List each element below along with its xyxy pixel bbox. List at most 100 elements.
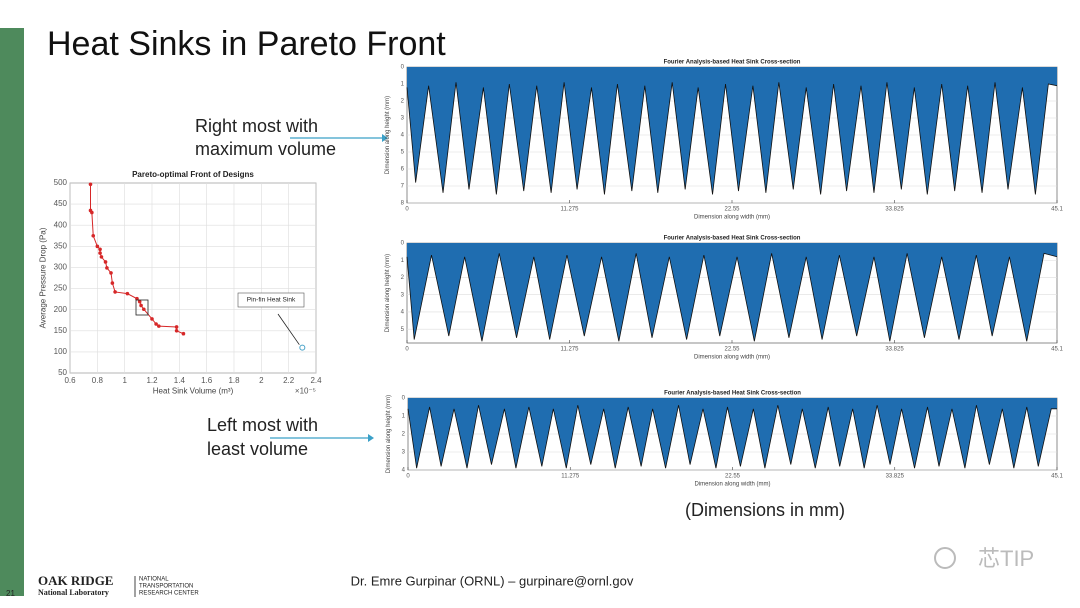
x-tick-label: 22.55 — [724, 207, 740, 213]
x-tick-label: 1.2 — [146, 376, 158, 385]
y-tick-label: 450 — [54, 199, 68, 208]
x-tick-label: 22.55 — [725, 474, 741, 480]
callout-text: Left most with — [207, 415, 318, 435]
y-tick-label: 4 — [402, 468, 406, 474]
logo-lab: National Laboratory — [38, 588, 109, 597]
design-point — [103, 260, 108, 264]
y-tick-label: 2 — [402, 432, 406, 438]
watermark: 芯TIP — [978, 546, 1034, 571]
y-tick-label: 1 — [402, 414, 406, 420]
y-axis-label: Average Pressure Drop (Pa) — [39, 227, 48, 328]
x-tick-label: 0 — [406, 474, 410, 480]
design-point — [99, 255, 104, 259]
y-tick-label: 350 — [54, 241, 68, 250]
y-tick-label: 4 — [401, 310, 405, 316]
y-tick-label: 1 — [401, 258, 405, 264]
y-tick-label: 5 — [401, 327, 405, 333]
design-point — [125, 291, 130, 296]
x-tick-label: 22.55 — [724, 347, 740, 353]
logo-center: TRANSPORTATION — [139, 584, 193, 590]
x-tick-label: 1 — [122, 376, 127, 385]
annotation-text: Pin-fin Heat Sink — [247, 297, 296, 304]
x-axis-label: Dimension along width (mm) — [694, 481, 770, 487]
x-tick-label: 33.825 — [886, 474, 905, 480]
x-tick-label: 1.6 — [201, 376, 213, 385]
fin-outline — [406, 82, 1058, 195]
logo-name: OAK RIDGE — [38, 573, 113, 588]
chart-title: Fourier Analysis-based Heat Sink Cross-s… — [664, 236, 801, 242]
fin-outline — [406, 252, 1058, 342]
y-tick-label: 100 — [54, 347, 68, 356]
design-point — [88, 182, 93, 187]
y-tick-label: 2 — [401, 275, 405, 281]
y-tick-label: 2 — [401, 99, 405, 105]
y-tick-label: 3 — [401, 116, 405, 122]
x-tick-label: 0 — [405, 347, 409, 353]
page-number: 21 — [6, 589, 15, 598]
pin-fin-point — [299, 344, 306, 351]
x-tick-label: 11.275 — [561, 207, 580, 213]
x-tick-label: 33.825 — [885, 347, 904, 353]
design-point — [181, 331, 186, 336]
logo-center: NATIONAL — [139, 577, 169, 583]
y-tick-label: 1 — [401, 82, 405, 88]
y-tick-label: 5 — [401, 150, 405, 156]
design-point — [98, 247, 102, 252]
y-tick-label: 150 — [54, 326, 68, 335]
y-tick-label: 250 — [54, 284, 68, 293]
x-tick-label: 45.1 — [1051, 474, 1063, 480]
y-tick-label: 0 — [401, 65, 405, 71]
x-axis-label: Dimension along width (mm) — [694, 354, 770, 360]
y-tick-label: 0 — [402, 396, 406, 402]
design-point — [150, 317, 154, 321]
design-point — [109, 271, 113, 275]
watermark-icon — [934, 547, 956, 569]
y-tick-label: 3 — [401, 292, 405, 298]
design-point — [95, 244, 100, 249]
fin-area — [408, 398, 1057, 469]
arrow-head — [382, 134, 388, 142]
x-tick-label: 0.8 — [92, 376, 104, 385]
arrow-head — [368, 434, 374, 442]
design-point — [98, 251, 102, 255]
x-multiplier: ×10⁻⁵ — [295, 387, 316, 396]
design-point — [154, 322, 158, 326]
annotation-box — [237, 292, 305, 308]
callout-text: maximum volume — [195, 139, 336, 159]
annotation-arrow — [277, 313, 300, 345]
fin-outline — [407, 405, 1057, 469]
footer: Dr. Emre Gurpinar (ORNL) – gurpinare@orn… — [351, 573, 634, 588]
y-tick-label: 200 — [54, 305, 68, 314]
design-point — [142, 307, 146, 312]
callout-text: least volume — [207, 439, 308, 459]
chart-title: Fourier Analysis-based Heat Sink Cross-s… — [664, 391, 801, 397]
side-bar — [0, 28, 24, 596]
y-axis-label: Dimension along height (mm) — [385, 96, 391, 174]
x-tick-label: 11.275 — [561, 474, 580, 480]
y-tick-label: 0 — [401, 241, 405, 247]
chart-title: Fourier Analysis-based Heat Sink Cross-s… — [664, 60, 801, 66]
callout-text: Right most with — [195, 116, 318, 136]
y-tick-label: 500 — [54, 178, 68, 187]
x-tick-label: 11.275 — [561, 347, 580, 353]
fin-area — [407, 67, 1057, 195]
dimension-note: (Dimensions in mm) — [685, 500, 845, 520]
design-point — [135, 296, 139, 301]
x-tick-label: 45.1 — [1051, 347, 1063, 353]
logo-center: RESEARCH CENTER — [139, 591, 199, 597]
x-tick-label: 45.1 — [1051, 207, 1063, 213]
y-tick-label: 8 — [401, 201, 405, 207]
design-point — [91, 233, 96, 238]
slide-title: Heat Sinks in Pareto Front — [47, 25, 446, 63]
x-axis-label: Dimension along width (mm) — [694, 214, 770, 220]
x-tick-label: 1.4 — [174, 376, 186, 385]
y-axis-label: Dimension along height (mm) — [385, 254, 391, 332]
chart-title: Pareto-optimal Front of Designs — [132, 170, 254, 179]
design-point — [174, 328, 179, 333]
design-point — [105, 266, 109, 270]
design-point — [113, 290, 117, 294]
x-tick-label: 2 — [259, 376, 264, 385]
y-tick-label: 50 — [58, 368, 67, 377]
design-point — [174, 325, 179, 329]
design-point — [110, 281, 115, 285]
